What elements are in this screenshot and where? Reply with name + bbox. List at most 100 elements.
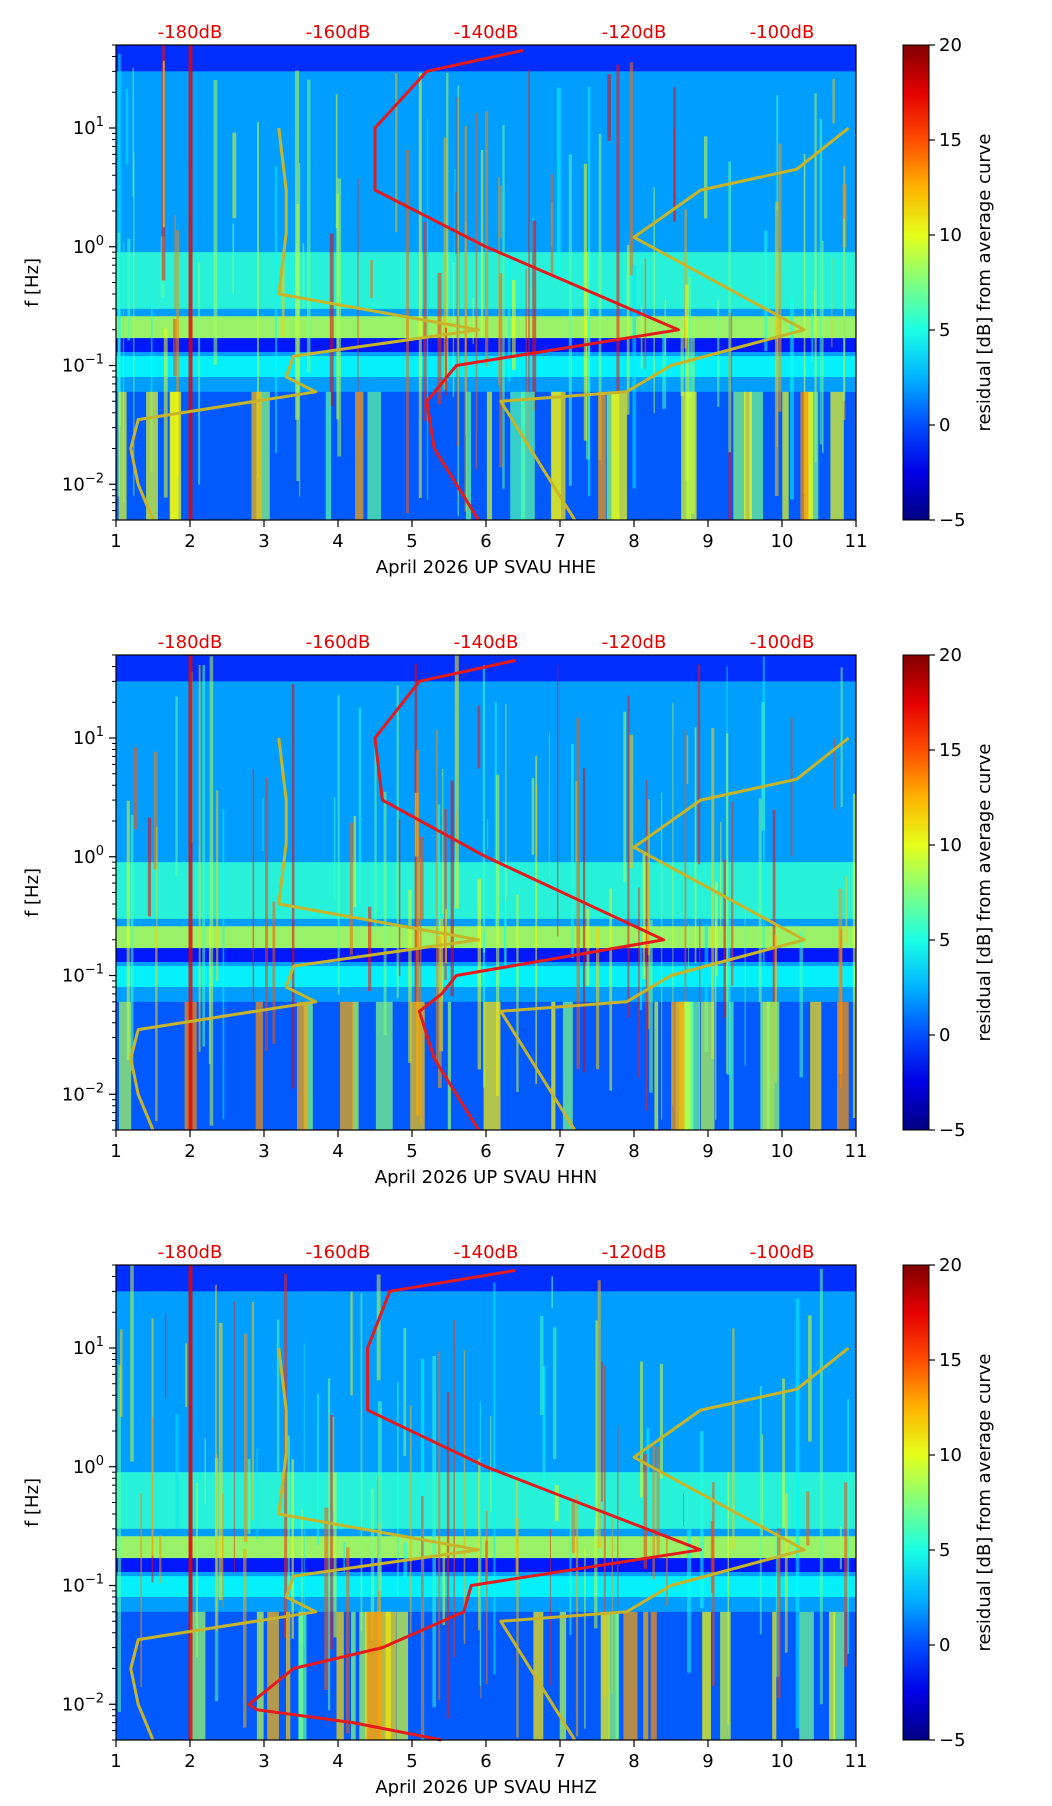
db-tick-label: -100dB [750, 632, 815, 653]
db-tick-label: -160dB [306, 632, 371, 653]
x-tick-label: 11 [845, 1751, 868, 1772]
db-tick-label: -140dB [454, 1242, 519, 1263]
y-axis-label: f [Hz] [22, 868, 43, 917]
colorbar-label: residual [dB] from average curve [974, 1353, 995, 1651]
x-tick-label: 9 [702, 1141, 713, 1162]
x-tick-label: 10 [771, 531, 794, 552]
x-tick-label: 9 [702, 1751, 713, 1772]
colorbar-tick-label: 0 [939, 1025, 950, 1046]
x-tick-label: 3 [258, 1141, 269, 1162]
model-curve-1 [129, 1347, 481, 1741]
colorbar: −5 0 5 10 15 20 residual [dB] from average cur… [902, 35, 995, 531]
x-tick-label: 1 [110, 1141, 121, 1162]
db-tick-label: -160dB [306, 1242, 371, 1263]
colorbar-tick-label: 15 [939, 130, 962, 151]
x-tick-label: 6 [480, 1141, 491, 1162]
db-tick-label: -140dB [454, 632, 519, 653]
x-axis-label: April 2026 UP SVAU HHZ [375, 1777, 596, 1798]
x-axis-label: April 2026 UP SVAU HHN [375, 1167, 597, 1188]
x-tick-label: 11 [845, 1141, 868, 1162]
y-tick-label: 10−1 [62, 353, 104, 377]
y-tick-label: 10−2 [62, 1691, 104, 1715]
average-curve [373, 658, 666, 1131]
x-tick-label: 7 [554, 1751, 565, 1772]
y-tick-label: 101 [73, 1335, 104, 1359]
y-tick-label: 10−1 [62, 963, 104, 987]
x-tick-label: 1 [110, 531, 121, 552]
colorbar-tick-label: 10 [939, 835, 962, 856]
colorbar-tick-label: 10 [939, 225, 962, 246]
x-tick-label: 10 [771, 1751, 794, 1772]
x-tick-label: 5 [406, 531, 417, 552]
colorbar-tick-label: −5 [939, 1120, 966, 1141]
y-axis-label: f [Hz] [22, 1478, 43, 1527]
colorbar-tick-label: 0 [939, 1635, 950, 1656]
db-tick-label: -180dB [158, 22, 223, 43]
y-tick-label: 10−2 [62, 1081, 104, 1105]
db-tick-label: -120dB [602, 632, 667, 653]
db-tick-label: -120dB [602, 22, 667, 43]
x-tick-label: 6 [480, 1751, 491, 1772]
x-tick-label: 5 [406, 1751, 417, 1772]
x-axis-label: April 2026 UP SVAU HHE [376, 557, 596, 578]
x-tick-label: 8 [628, 1141, 639, 1162]
x-tick-label: 3 [258, 1751, 269, 1772]
y-tick-label: 101 [73, 725, 104, 749]
colorbar: −5 0 5 10 15 20 residual [dB] from average cur… [902, 645, 995, 1141]
x-tick-label: 9 [702, 531, 713, 552]
colorbar-tick-label: −5 [939, 1730, 966, 1751]
colorbar-label: residual [dB] from average curve [974, 743, 995, 1041]
y-tick-label: 10−1 [62, 1573, 104, 1597]
colorbar-tick-label: 5 [939, 930, 950, 951]
y-tick-label: 101 [73, 115, 104, 139]
colorbar-tick-label: 15 [939, 1350, 962, 1371]
x-tick-label: 10 [771, 1141, 794, 1162]
y-tick-label: 100 [73, 234, 104, 258]
model-curve-2 [499, 736, 850, 1131]
db-tick-label: -180dB [158, 632, 223, 653]
model-curve-1 [129, 127, 481, 521]
colorbar-tick-label: 10 [939, 1445, 962, 1466]
x-tick-label: 8 [628, 1751, 639, 1772]
x-tick-label: 1 [110, 1751, 121, 1772]
spectrogram [116, 655, 856, 1130]
colorbar-tick-label: 20 [939, 35, 962, 56]
colorbar-tick-label: 15 [939, 740, 962, 761]
colorbar: −5 0 5 10 15 20 residual [dB] from average cur… [902, 1255, 995, 1751]
model-curve-2 [499, 126, 850, 521]
x-tick-label: 7 [554, 1141, 565, 1162]
x-tick-label: 3 [258, 531, 269, 552]
x-tick-label: 5 [406, 1141, 417, 1162]
db-tick-label: -100dB [750, 1242, 815, 1263]
db-tick-label: -160dB [306, 22, 371, 43]
colorbar-tick-label: 0 [939, 415, 950, 436]
x-tick-label: 11 [845, 531, 868, 552]
colorbar-tick-label: 20 [939, 645, 962, 666]
db-tick-label: -120dB [602, 1242, 667, 1263]
x-tick-label: 8 [628, 531, 639, 552]
curves [129, 1268, 850, 1742]
model-curve-2 [499, 1346, 850, 1741]
colorbar-tick-label: 20 [939, 1255, 962, 1276]
x-tick-label: 4 [332, 531, 343, 552]
y-tick-label: 100 [73, 844, 104, 868]
y-tick-label: 100 [73, 1454, 104, 1478]
x-tick-label: 7 [554, 531, 565, 552]
colorbar-tick-label: −5 [939, 510, 966, 531]
spectrogram [116, 1265, 856, 1740]
x-tick-label: 4 [332, 1141, 343, 1162]
spectrogram [116, 45, 856, 520]
db-tick-label: -180dB [158, 1242, 223, 1263]
model-curve-1 [129, 737, 481, 1131]
y-tick-label: 10−2 [62, 471, 104, 495]
curves [129, 658, 850, 1131]
db-tick-label: -100dB [750, 22, 815, 43]
db-tick-label: -140dB [454, 22, 519, 43]
average-curve [373, 48, 680, 521]
x-tick-label: 2 [184, 1751, 195, 1772]
x-tick-label: 2 [184, 531, 195, 552]
